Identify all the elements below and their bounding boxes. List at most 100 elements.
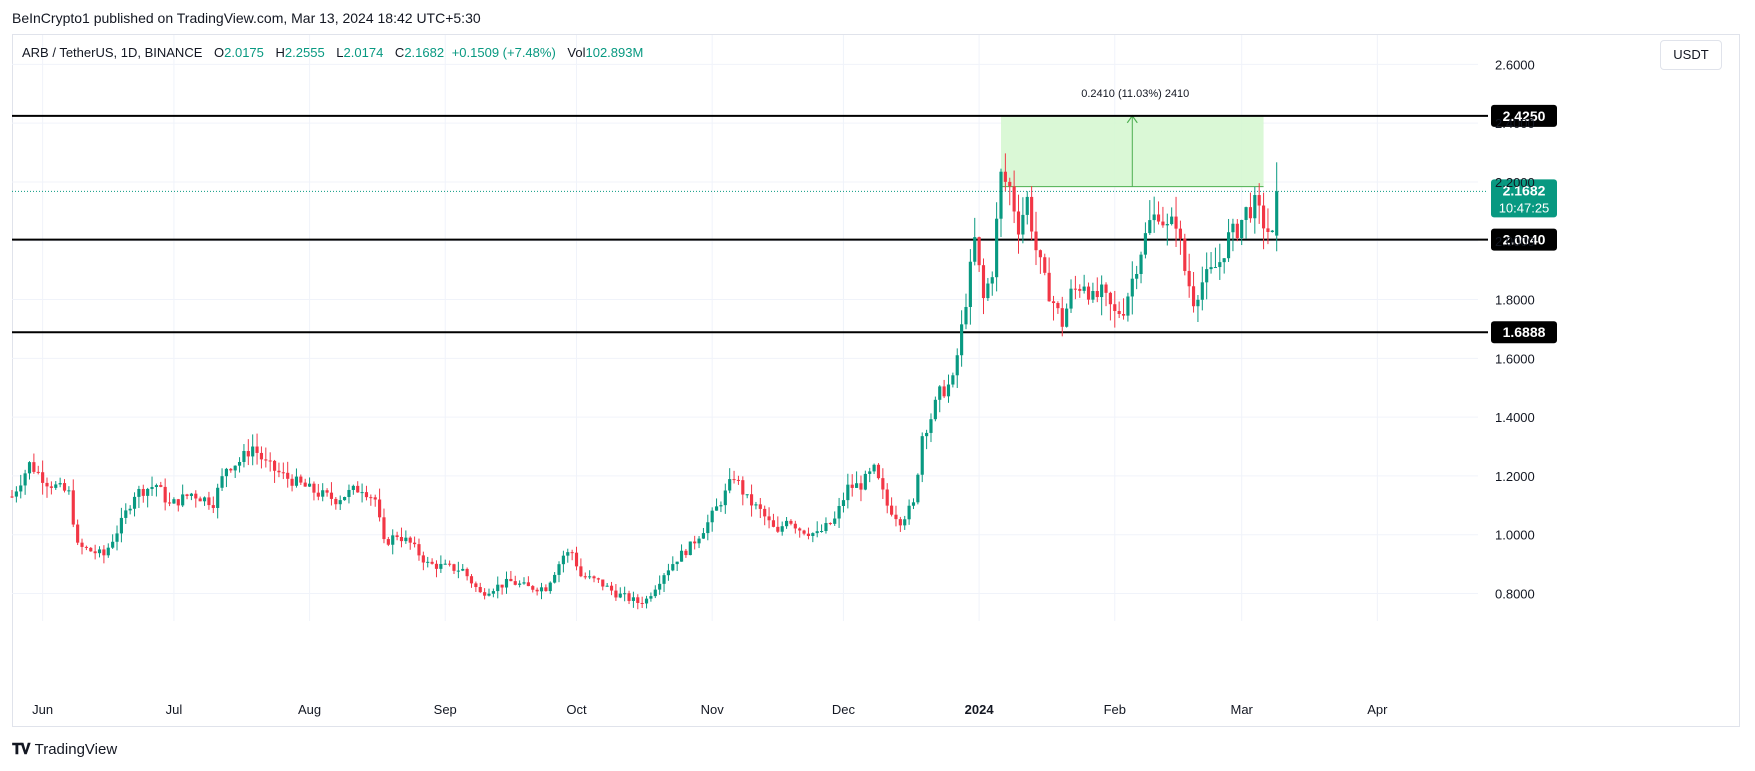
candle [719, 501, 723, 513]
tradingview-footer[interactable]: 𝐓𝐕 TradingView [12, 741, 117, 758]
candle-body [207, 497, 211, 506]
candle [824, 517, 828, 534]
candle-body [1257, 195, 1261, 206]
candle [649, 592, 653, 602]
candle-body [588, 576, 592, 578]
candle-body [41, 472, 45, 483]
candle [154, 483, 158, 497]
candle [820, 524, 824, 533]
candle-body [872, 464, 876, 472]
candle-body [1130, 278, 1134, 297]
y-tick-label: 1.0000 [1495, 528, 1535, 543]
currency-button[interactable]: USDT [1660, 40, 1722, 70]
candle [181, 484, 185, 508]
candle-body [264, 459, 268, 461]
candle-body [1196, 299, 1200, 307]
candle [728, 468, 732, 494]
candle [881, 468, 885, 500]
level-badge [1491, 321, 1557, 344]
candle [933, 396, 937, 422]
candle [1095, 277, 1099, 303]
candle-body [820, 531, 824, 533]
current-price-label: 2.1682 [1503, 182, 1546, 198]
candle-body [76, 524, 80, 543]
candle [382, 508, 386, 544]
candle-body [189, 493, 193, 496]
candle [938, 385, 942, 413]
candle [491, 588, 495, 598]
candle-body [229, 468, 233, 471]
candle [1012, 170, 1016, 224]
candle [513, 575, 517, 586]
candle-body [518, 583, 522, 585]
candle [758, 497, 762, 519]
candle [255, 433, 259, 465]
candle-body [1135, 273, 1139, 279]
candle-body [1065, 308, 1069, 327]
candle-body [771, 520, 776, 527]
candle [548, 581, 552, 594]
candle [925, 429, 929, 450]
chart-frame[interactable] [12, 34, 1740, 727]
candle [771, 513, 776, 528]
candle [347, 484, 351, 504]
candle [106, 543, 110, 558]
candle-body [54, 484, 58, 488]
candle-body [329, 492, 334, 499]
candle [653, 585, 657, 599]
candle [1205, 252, 1209, 300]
candle-body [325, 490, 329, 493]
candle-body [106, 547, 110, 556]
candle [798, 527, 802, 538]
candle-body [1231, 223, 1235, 233]
candle-body [1016, 211, 1021, 235]
candle-body [277, 470, 281, 473]
candle-body [413, 542, 417, 545]
candle-body [1152, 214, 1156, 221]
candle-body [938, 386, 942, 400]
candle-body [609, 585, 614, 591]
candle [163, 478, 167, 511]
candle-body [216, 487, 220, 508]
candle-body [1253, 195, 1257, 219]
candle [828, 522, 832, 526]
candle [522, 577, 526, 585]
candle-body [1266, 228, 1270, 232]
candle [1065, 303, 1069, 328]
candle-body [876, 464, 881, 479]
candle [964, 293, 968, 330]
candle [885, 483, 889, 514]
candle [714, 498, 719, 511]
candle [45, 477, 49, 498]
candle-body [749, 494, 754, 506]
candle-body [80, 542, 84, 547]
candle [386, 536, 390, 547]
candle [14, 486, 18, 503]
candle-body [1165, 224, 1169, 226]
high-value: 2.2555 [284, 45, 325, 60]
candle-body [539, 587, 544, 592]
candle [404, 530, 408, 544]
candle [723, 483, 727, 514]
candle-body [548, 582, 552, 592]
open-value: 2.0175 [224, 45, 264, 60]
candle-body [942, 386, 946, 397]
candle [1060, 296, 1064, 337]
candle [802, 529, 806, 536]
candle [325, 488, 329, 497]
symbol-name[interactable]: ARB / TetherUS, 1D, BINANCE [22, 45, 203, 60]
volume-value: 102.893M [585, 45, 644, 60]
candle-body [483, 592, 487, 596]
candle [627, 590, 631, 605]
candle [911, 498, 916, 510]
candle-body [544, 587, 548, 592]
candle [898, 516, 902, 532]
candle-body [732, 479, 736, 481]
candle-body [1275, 191, 1279, 236]
candle-body [185, 494, 189, 496]
candle-body [1086, 286, 1091, 300]
candle-body [378, 499, 382, 518]
candle [1170, 207, 1174, 226]
candle [658, 575, 662, 595]
